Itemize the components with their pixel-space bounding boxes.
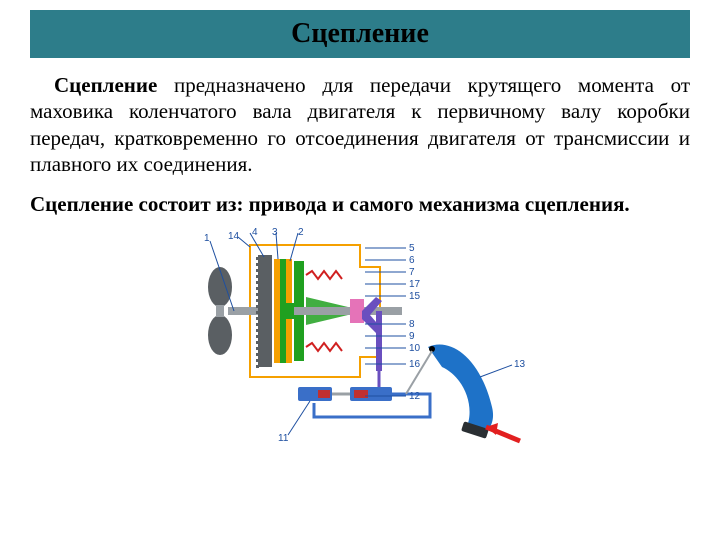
svg-text:3: 3 bbox=[272, 227, 278, 238]
svg-text:8: 8 bbox=[409, 319, 415, 330]
paragraph-2: Сцепление состоит из: привода и самого м… bbox=[30, 191, 690, 217]
svg-text:16: 16 bbox=[409, 359, 421, 370]
svg-text:9: 9 bbox=[409, 331, 415, 342]
svg-text:7: 7 bbox=[409, 267, 415, 278]
svg-text:1: 1 bbox=[204, 233, 210, 244]
svg-text:17: 17 bbox=[409, 279, 421, 290]
svg-text:14: 14 bbox=[228, 231, 240, 242]
svg-text:2: 2 bbox=[298, 227, 304, 238]
svg-text:13: 13 bbox=[514, 359, 526, 370]
svg-text:15: 15 bbox=[409, 291, 421, 302]
clutch-svg: 5671715891016121443211113 bbox=[180, 227, 540, 457]
svg-text:4: 4 bbox=[252, 227, 258, 238]
svg-text:12: 12 bbox=[409, 391, 421, 402]
paragraph-1: Сцепление предназначено для передачи кру… bbox=[30, 72, 690, 177]
title-bar: Сцепление bbox=[30, 10, 690, 58]
svg-text:6: 6 bbox=[409, 255, 415, 266]
clutch-diagram: 5671715891016121443211113 bbox=[0, 227, 720, 457]
para1-lead: Сцепление bbox=[54, 73, 157, 97]
svg-text:5: 5 bbox=[409, 243, 415, 254]
svg-text:10: 10 bbox=[409, 343, 421, 354]
page-title: Сцепление bbox=[291, 18, 429, 50]
svg-text:11: 11 bbox=[278, 433, 289, 444]
